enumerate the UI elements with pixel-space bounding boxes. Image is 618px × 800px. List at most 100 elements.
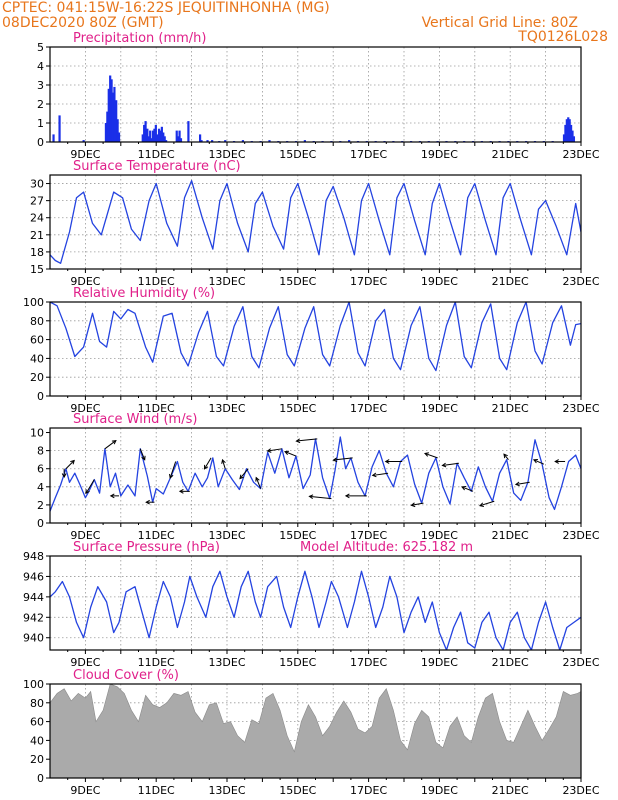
precip-bar [115, 100, 118, 142]
precip-bar [224, 140, 227, 142]
wind-arrow-head [255, 476, 260, 482]
wind-arrow-head [178, 488, 184, 494]
wind-arrow [503, 453, 509, 460]
y-tick-label: 0 [37, 772, 44, 785]
wind-arrow-head [514, 481, 520, 487]
wind-arrow [85, 479, 95, 494]
y-tick-label: 0 [37, 517, 44, 530]
cloud-area [50, 684, 581, 778]
x-tick-label: 11DEC [138, 148, 175, 161]
y-tick-label: 27 [30, 195, 44, 208]
x-tick-label: 13DEC [208, 148, 245, 161]
wind-arrow [267, 448, 282, 452]
x-tick-label: 11DEC [138, 402, 175, 415]
y-tick-label: 18 [30, 246, 44, 259]
y-tick-label: 1 [37, 117, 44, 130]
x-tick-label: 15DEC [279, 275, 316, 288]
wind-arrow [104, 440, 117, 450]
wind-arrow [255, 477, 262, 489]
x-tick-label: 17DEC [350, 656, 387, 669]
precip-bar [567, 117, 570, 142]
precip-bar [150, 138, 153, 142]
y-tick-label: 946 [23, 570, 44, 583]
header-station: CPTEC: 041:15W-16:22S JEQUITINHONHA (MG) [2, 0, 330, 16]
y-tick-label: 20 [30, 371, 44, 384]
precip-bar [303, 140, 306, 142]
wind-arrow-head [441, 462, 447, 468]
precip-bar [144, 121, 147, 142]
precip-bar [111, 92, 115, 142]
precip-title: Precipitation (mm/h) [73, 31, 206, 46]
x-tick-label: 21DEC [492, 275, 529, 288]
precip-bar [198, 134, 202, 142]
x-tick-label: 11DEC [138, 784, 175, 797]
y-tick-label: 0 [37, 136, 44, 149]
x-tick-label: 19DEC [421, 402, 458, 415]
wind-arrow-head [410, 502, 416, 508]
wind-arrow [479, 500, 495, 507]
x-tick-label: 21DEC [492, 148, 529, 161]
x-tick-label: 9DEC [70, 656, 100, 669]
precip-bar [165, 140, 168, 142]
precip-bar [106, 111, 109, 142]
wind-arrow-head [61, 473, 67, 479]
x-tick-label: 11DEC [138, 529, 175, 542]
precip-bar [58, 115, 61, 142]
wind-arrow [239, 468, 249, 479]
precip-bar [52, 134, 55, 142]
x-tick-label: 19DEC [421, 275, 458, 288]
pressure-annotation: Model Altitude: 625.182 m [300, 540, 473, 555]
x-tick-label: 19DEC [421, 656, 458, 669]
wind-arrow-head [295, 438, 301, 444]
precip-bar [156, 134, 159, 142]
x-tick-label: 23DEC [562, 784, 599, 797]
x-tick-label: 11DEC [138, 275, 175, 288]
y-tick-label: 100 [23, 678, 44, 691]
x-tick-label: 13DEC [208, 529, 245, 542]
pressure-frame [49, 555, 582, 651]
wind-arrow [533, 459, 545, 465]
x-tick-label: 17DEC [350, 148, 387, 161]
wind-arrow [296, 438, 318, 442]
wind-arrow [515, 481, 530, 485]
precip-bar [143, 124, 146, 142]
wind-arrow [442, 462, 459, 466]
precip-bar [175, 130, 178, 142]
wind-arrow [139, 448, 146, 460]
x-tick-label: 15DEC [279, 656, 316, 669]
x-tick-label: 23DEC [562, 148, 599, 161]
x-tick-label: 9DEC [70, 402, 100, 415]
wind-arrow [309, 495, 332, 500]
wind-arrow [169, 461, 177, 479]
precip-bar [571, 130, 574, 142]
y-tick-label: 6 [37, 463, 44, 476]
wind-arrow-head [111, 439, 117, 445]
wind-arrow [204, 457, 212, 470]
header-model: TQ0126L028 [518, 29, 608, 45]
y-tick-label: 40 [30, 352, 44, 365]
x-tick-label: 17DEC [350, 784, 387, 797]
x-tick-label: 19DEC [421, 784, 458, 797]
y-tick-label: 5 [37, 41, 44, 54]
wind-arrow [424, 452, 438, 459]
wind-arrow-head [308, 494, 314, 500]
precip-bar [162, 132, 165, 142]
y-tick-label: 10 [30, 427, 44, 440]
wind-arrow [65, 460, 75, 470]
precip-bar [177, 136, 180, 142]
y-tick-label: 80 [30, 315, 44, 328]
x-tick-label: 11DEC [138, 656, 175, 669]
y-tick-label: 942 [23, 611, 44, 624]
precip-bar [151, 130, 155, 142]
y-tick-label: 30 [30, 178, 44, 191]
precip-bar [109, 75, 112, 142]
wind-arrow-head [332, 457, 338, 463]
precip-bar [564, 124, 567, 142]
y-tick-label: 2 [37, 98, 44, 111]
wind-arrow [333, 457, 353, 461]
x-tick-label: 19DEC [421, 148, 458, 161]
precip-bar [160, 126, 163, 142]
wind-title: Surface Wind (m/s) [73, 412, 197, 427]
x-tick-label: 13DEC [208, 784, 245, 797]
